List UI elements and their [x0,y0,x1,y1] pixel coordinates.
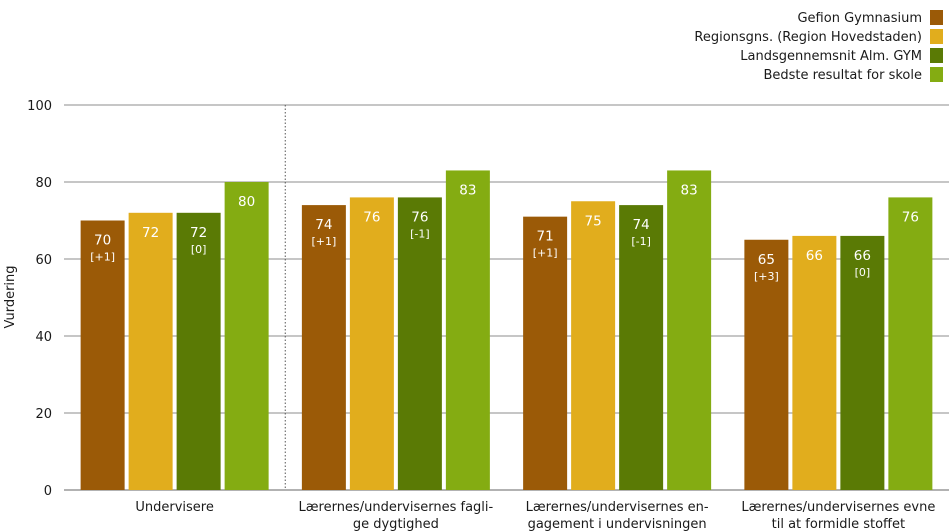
bar [523,216,568,490]
bar-value-label: 83 [681,182,698,198]
bar-diff-label: [-1] [631,235,651,248]
x-category-label: ge dygtighed [353,517,439,532]
bar [224,182,269,490]
x-category-label: Lærernes/undervisernes en- [526,500,709,515]
legend-swatch [930,10,943,25]
bar-value-label: 80 [238,194,255,210]
legend-swatch [930,29,943,44]
bar [744,239,789,490]
y-tick-label: 60 [35,253,52,268]
x-category-label: Lærernes/undervisernes fagli- [299,500,494,515]
x-category-label: til at formidle stoffet [772,517,905,532]
y-tick-label: 0 [44,484,52,499]
x-category-label: Lærernes/undervisernes evne [741,500,935,515]
bar [840,235,885,490]
y-tick-label: 40 [35,330,52,345]
bar-value-label: 66 [854,248,871,264]
bar-value-label: 76 [363,209,380,225]
bar-value-label: 71 [537,229,554,245]
bar [349,197,394,490]
y-tick-label: 20 [35,407,52,422]
bar-value-label: 72 [142,225,159,241]
y-tick-label: 80 [35,176,52,191]
bar-value-label: 76 [411,209,428,225]
bar-diff-label: [+1] [311,235,336,248]
legend-swatch [930,48,943,63]
bar-diff-label: [+3] [754,270,779,283]
bar [128,212,173,491]
bar [792,235,837,490]
bar-value-label: 76 [902,209,919,225]
legend-swatch [930,67,943,82]
x-category-label: Undervisere [135,500,213,515]
bar-diff-label: [0] [855,266,871,279]
legend-label: Regionsgns. (Region Hovedstaden) [694,30,922,45]
y-axis-label: Vurdering [3,265,18,328]
bar-diff-label: [0] [191,243,207,256]
bar [445,170,490,490]
bar-value-label: 83 [459,182,476,198]
bar-value-label: 65 [758,252,775,268]
legend-label: Bedste resultat for skole [763,68,922,83]
legend-label: Gefion Gymnasium [797,11,922,26]
bar [397,197,442,490]
legend-label: Landsgennemsnit Alm. GYM [740,49,922,64]
bar [301,205,346,490]
bar [888,197,933,490]
bar [571,201,616,490]
y-tick-label: 100 [27,99,52,114]
bar-diff-label: [+1] [533,247,558,260]
bar [80,220,125,490]
bar-value-label: 70 [94,233,111,249]
bar [176,212,221,491]
bar-value-label: 74 [633,217,650,233]
x-category-label: gagement i undervisningen [528,517,707,532]
bar [619,205,664,490]
bar [667,170,712,490]
bar-value-label: 74 [315,217,332,233]
bar-value-label: 66 [806,248,823,264]
bar-diff-label: [-1] [410,227,430,240]
bar-value-label: 72 [190,225,207,241]
bar-value-label: 75 [585,213,602,229]
bar-diff-label: [+1] [90,251,115,264]
